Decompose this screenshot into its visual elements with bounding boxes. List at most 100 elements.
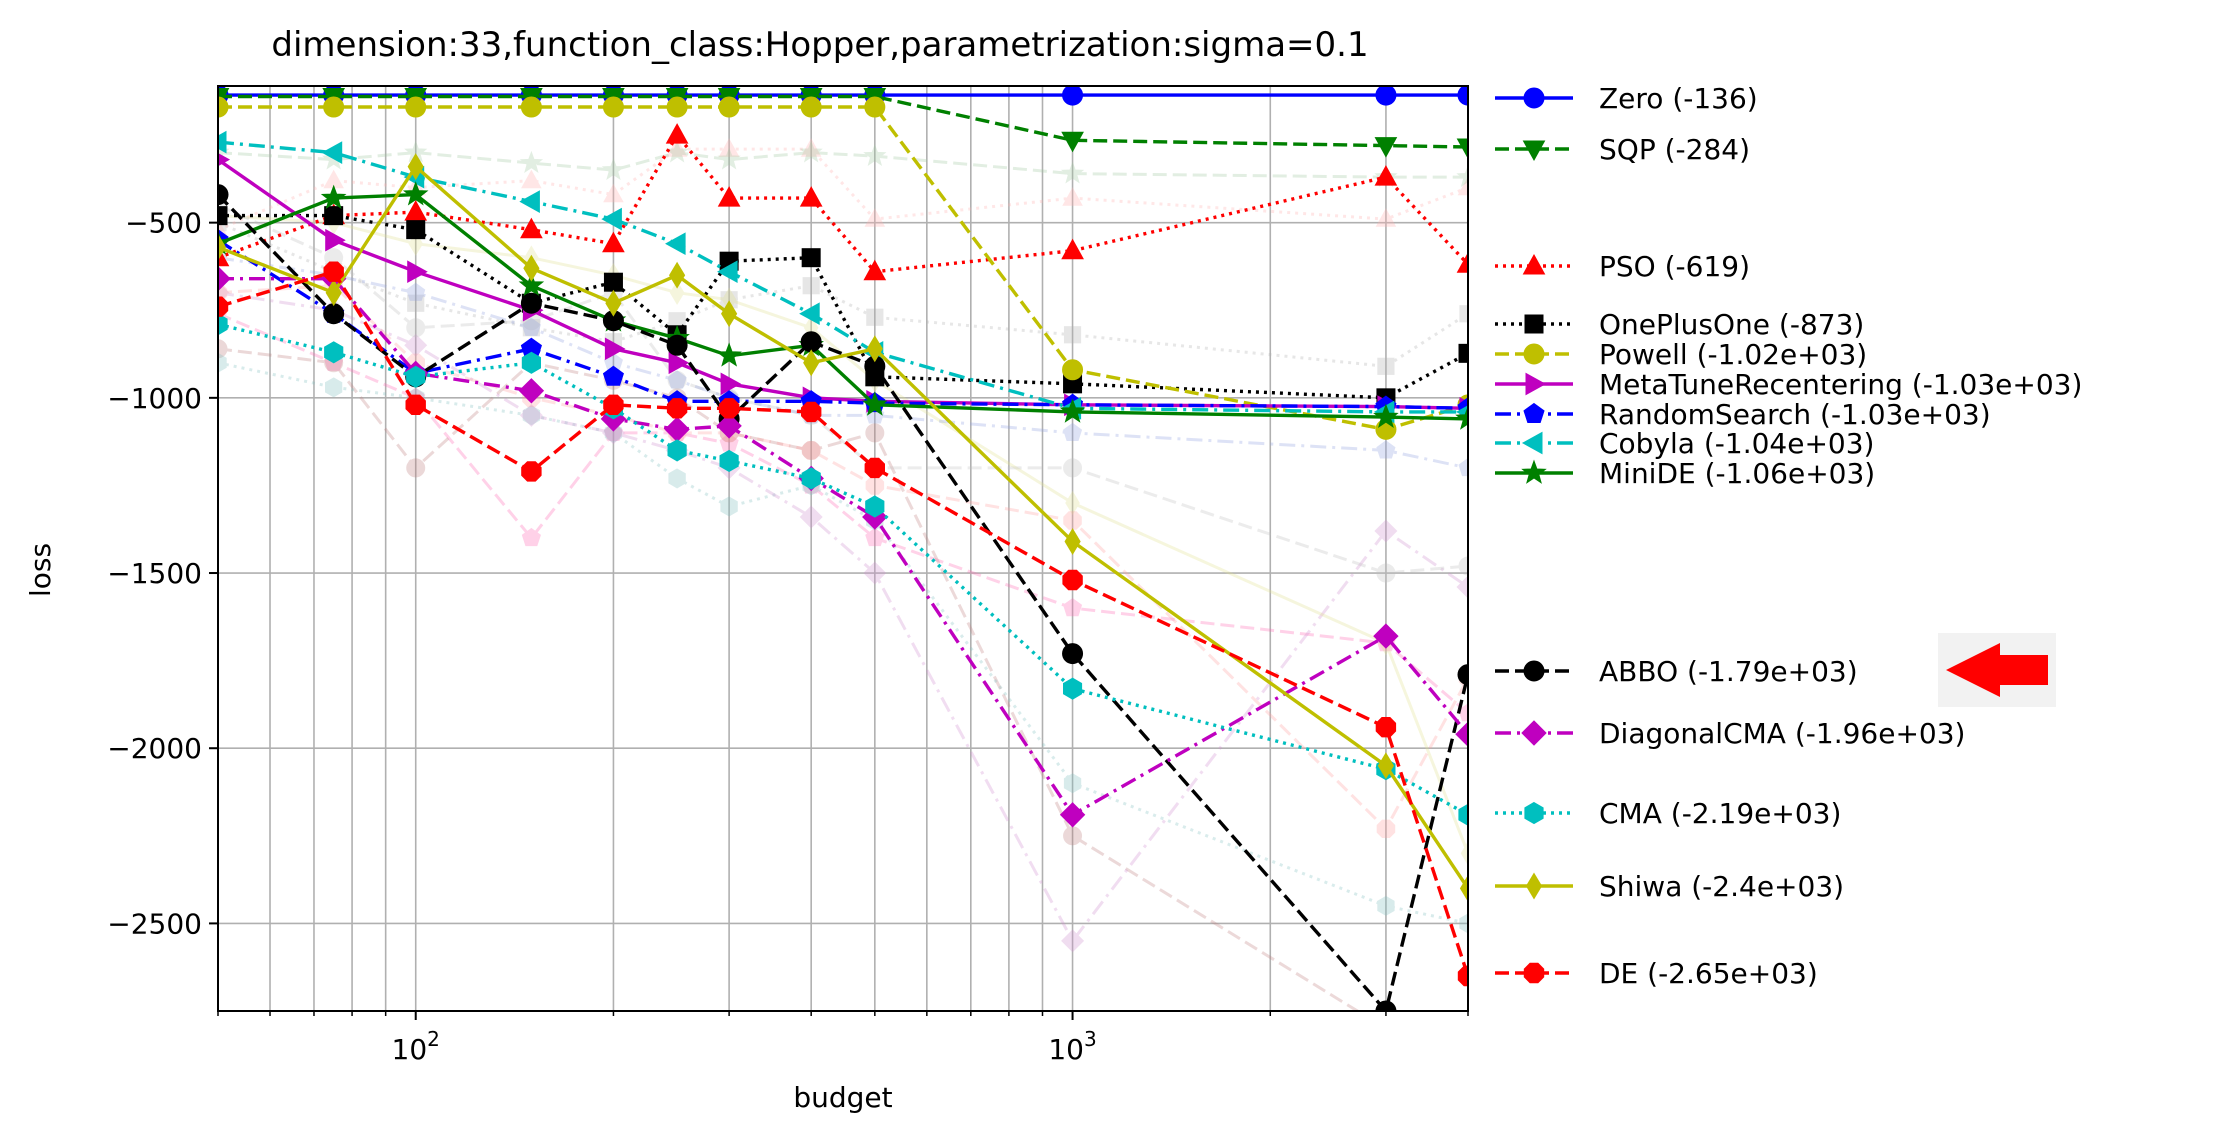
series-line [218,151,1468,179]
series-line [218,140,1468,414]
data-point [1521,459,1547,484]
data-point [1523,962,1545,984]
legend-label: DE (-2.65e+03) [1599,957,1818,990]
legend-entry: MiniDE (-1.06e+03) [1495,457,1875,490]
data-point [865,476,885,495]
data-point [519,403,543,427]
data-point [799,140,823,163]
data-point [866,335,883,363]
data-point [1062,359,1084,381]
data-point [520,217,543,239]
data-point [1376,440,1396,459]
data-point [324,206,344,226]
legend-label: OnePlusOne (-873) [1599,308,1864,341]
data-point [666,138,688,157]
data-point [666,96,688,118]
legend-entry: Shiwa (-2.4e+03) [1495,870,1844,903]
y-tick-label: −1500 [107,557,202,590]
data-point [716,342,742,367]
data-point [1521,431,1543,455]
data-point [666,398,688,419]
series-line [218,277,1468,818]
data-point [601,157,626,180]
data-point [402,181,429,206]
legend-label: RandomSearch (-1.03e+03) [1599,398,1991,431]
data-point [668,468,686,489]
data-point [1523,87,1545,109]
data-point [716,413,742,439]
data-point [718,398,740,419]
data-point [1063,511,1082,530]
data-point [1063,458,1083,478]
data-point [601,207,622,231]
data-point [799,302,820,326]
data-point [522,405,541,426]
data-point [1522,253,1546,275]
data-point [721,300,738,328]
data-point [717,186,741,207]
data-point [801,441,821,460]
legend-entry: Cobyla (-1.04e+03) [1495,427,1874,460]
data-point [218,206,228,226]
legend-label: PSO (-619) [1599,250,1750,283]
chart-title: dimension:33,function_class:Hopper,param… [271,25,1368,65]
series-line [218,105,1468,432]
data-point [669,261,686,289]
data-point [720,372,742,396]
data-point [404,333,428,357]
data-point [1059,802,1086,828]
series-line [218,291,1468,944]
data-point [864,457,885,479]
arrow-left-icon [1946,643,2048,697]
data-point [1061,238,1084,260]
data-point [863,561,887,585]
legend-entry: PSO (-619) [1495,250,1750,283]
data-point [1525,372,1547,396]
series-line [218,94,1468,149]
data-point [800,96,822,118]
data-point [1376,819,1396,838]
data-point [1063,597,1083,617]
data-point [603,183,624,203]
data-point [405,96,427,118]
data-point [521,169,542,189]
data-point [1458,343,1468,363]
series-line [218,347,1361,1011]
data-point [1525,872,1543,900]
data-point [1456,164,1468,187]
data-point [1374,165,1398,186]
series-line [218,269,1468,977]
legend: Zero (-136) SQP (-284) PSO (-619) OnePlusOn… [1495,82,2082,990]
legend-entry: MetaTuneRecentering (-1.03e+03) [1495,368,2082,401]
data-point [1524,314,1544,334]
legend-entry: CMA (-2.19e+03) [1495,797,1841,830]
data-point [1062,569,1083,591]
data-point [406,220,426,240]
data-point [800,331,822,353]
data-point [1060,161,1085,184]
data-point [218,245,230,267]
x-tick-label: 102 [392,1027,440,1066]
data-point [1457,176,1468,196]
data-point [1062,187,1083,206]
legend-label: SQP (-284) [1599,133,1750,166]
data-point [602,365,624,386]
data-point [1523,402,1545,423]
data-point [323,96,345,118]
data-point [521,317,541,336]
data-point [665,123,689,144]
series-line [218,284,1468,832]
data-point [603,394,624,415]
y-tick-label: −2500 [107,907,202,940]
y-tick-label: −500 [125,207,202,240]
data-point [520,292,542,314]
legend-entry: ABBO (-1.79e+03) [1495,655,1858,688]
data-point [518,272,545,297]
data-point [1061,929,1085,953]
data-point [799,505,823,529]
data-point [1062,643,1084,665]
data-point [864,208,886,227]
data-point [1376,563,1396,583]
data-point [1063,422,1083,441]
data-point [1064,528,1081,555]
